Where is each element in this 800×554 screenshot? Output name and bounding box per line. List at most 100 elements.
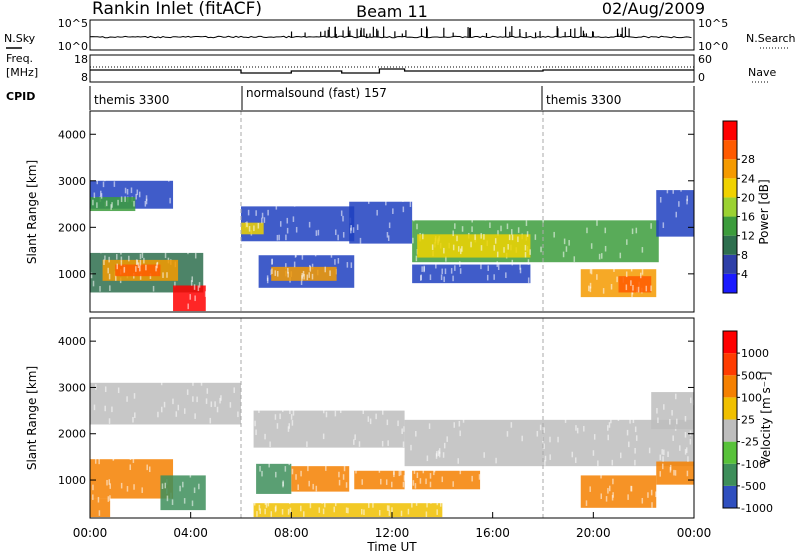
echo-gap [210,401,213,408]
echo-gap [286,227,289,234]
echo-gap [635,435,638,441]
echo-gap [452,244,455,251]
echo-gap [607,434,609,441]
echo-gap [263,217,266,223]
echo-gap [190,280,193,286]
echo-gap [452,481,454,487]
echo-gap [194,252,197,259]
echo-gap [684,432,687,438]
echo-gap [324,266,326,273]
echo-gap [534,234,537,240]
echo-gap [630,280,632,286]
echo-gap [220,395,222,401]
echo-gap [355,467,357,474]
colorbar-tick-label: 16 [741,211,755,224]
echo-gap [109,285,111,291]
echo-gap [613,266,615,272]
echo-gap [640,272,642,279]
colorbar-tick-label: -25 [741,436,759,449]
echo-gap [342,232,345,238]
echo-gap [659,196,662,203]
echo-gap [94,458,97,464]
echo-gap [438,448,441,454]
echo-gap [216,406,219,413]
echo-gap [289,408,291,415]
echo-gap [300,505,302,512]
echo-gap [358,441,361,447]
echo-gap [625,271,628,278]
echo-gap [206,388,209,394]
echo-gap [300,279,303,285]
nave-label: Nave [748,66,776,79]
echo-gap [368,502,370,508]
echo-gap [589,486,591,492]
echo-gap [281,509,284,515]
echo-gap [219,397,221,404]
echo-gap [120,256,123,263]
echo-gap [256,511,258,517]
echo-gap [335,229,337,236]
colorbar-tick-label: 500 [741,369,762,382]
echo-gap [284,466,287,472]
echo-gap [641,497,644,504]
echo-gap [145,264,147,271]
echo-gap [300,470,302,477]
echo-gap [604,245,607,252]
echo-gap [292,410,295,416]
echo-gap [317,229,320,236]
echo-gap [369,418,372,425]
echo-gap [133,484,135,490]
echo-band [90,498,111,518]
echo-gap [400,469,402,476]
echo-gap [657,417,659,424]
echo-gap [287,267,289,274]
echo-gap [439,501,442,507]
colorbar-frame [722,120,738,294]
echo-gap [575,457,577,463]
station-title: Rankin Inlet (fitACF) [92,0,262,19]
echo-gap [306,441,308,447]
echo-gap [403,475,406,481]
echo-band [253,410,405,448]
echo-gap [666,187,669,194]
colorbar-swatch [723,216,737,236]
echo-gap [651,502,653,508]
echo-gap [338,471,340,478]
echo-gap [134,412,136,418]
echo-gap [431,244,434,250]
echo-gap [428,423,431,429]
echo-gap [553,231,555,238]
echo-gap [187,248,189,255]
echo-gap [435,262,437,269]
echo-gap [605,496,608,502]
echo-gap [342,215,344,222]
echo-gap [301,254,304,260]
echo-gap [402,196,404,202]
echo-gap [98,458,100,465]
echo-gap [524,251,527,258]
echo-gap [255,429,257,436]
echo-gap [517,227,520,233]
echo-gap [324,501,326,508]
echo-gap [161,483,164,489]
echo-gap [205,398,208,404]
echo-gap [129,454,132,461]
echo-gap [674,470,677,476]
echo-gap [135,266,137,272]
echo-gap [632,417,635,424]
echo-gap [160,406,163,413]
echo-gap [597,460,599,467]
echo-gap [189,471,192,478]
echo-gap [436,499,439,506]
echo-gap [446,436,448,442]
y-tick-label: 4000 [58,335,86,348]
echo-gap [259,508,262,514]
colorbar-tick-label: 1000 [741,347,769,360]
freq-tick-bottom: 8 [81,71,88,84]
echo-gap [179,485,181,492]
echo-gap [345,482,348,488]
echo-gap [261,470,263,477]
echo-gap [167,176,170,182]
echo-band [412,470,481,490]
echo-gap [138,191,141,198]
